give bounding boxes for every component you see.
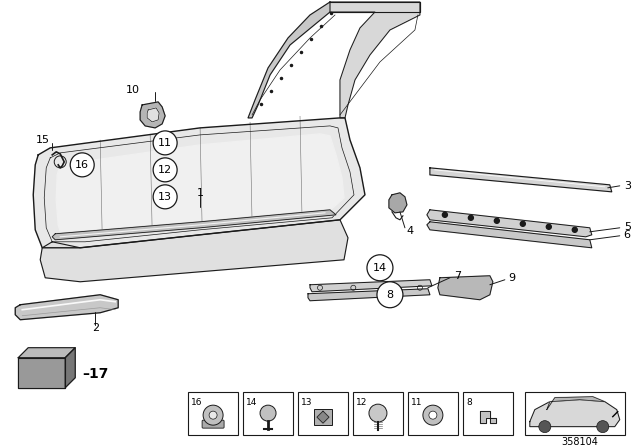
Polygon shape [389,193,407,213]
Polygon shape [430,168,612,192]
FancyBboxPatch shape [463,392,513,435]
Polygon shape [308,289,430,301]
Polygon shape [15,295,118,320]
FancyBboxPatch shape [353,392,403,435]
FancyBboxPatch shape [408,392,458,435]
Circle shape [423,405,443,425]
Text: 12: 12 [158,165,172,175]
Polygon shape [56,134,344,238]
Circle shape [203,405,223,425]
Text: 6: 6 [624,230,631,240]
Text: 11: 11 [411,398,422,407]
Polygon shape [530,400,620,426]
Circle shape [442,212,447,217]
FancyBboxPatch shape [525,392,625,435]
Polygon shape [310,280,432,292]
FancyBboxPatch shape [202,420,224,428]
Text: –17: –17 [82,366,109,381]
Polygon shape [427,210,592,237]
FancyBboxPatch shape [243,392,293,435]
Polygon shape [40,220,348,282]
Text: 14: 14 [246,398,257,407]
Circle shape [547,224,551,229]
Circle shape [468,215,474,220]
Polygon shape [147,108,159,122]
Polygon shape [52,210,336,240]
Circle shape [377,282,403,308]
Polygon shape [438,276,493,300]
Circle shape [260,405,276,421]
Circle shape [153,158,177,182]
Text: 8: 8 [466,398,472,407]
Text: 3: 3 [624,181,631,191]
Text: 15: 15 [36,135,50,145]
Text: 11: 11 [158,138,172,148]
Polygon shape [330,2,420,12]
Polygon shape [33,118,365,248]
Circle shape [367,255,393,281]
Polygon shape [330,2,420,118]
Circle shape [70,153,94,177]
Circle shape [209,411,217,419]
Text: 7: 7 [454,271,461,281]
Text: 4: 4 [407,226,414,236]
Polygon shape [480,411,496,423]
Polygon shape [427,222,592,248]
Text: 12: 12 [356,398,367,407]
Text: 16: 16 [76,160,89,170]
Polygon shape [547,396,605,409]
Polygon shape [317,411,329,423]
Text: 16: 16 [191,398,203,407]
Polygon shape [19,358,65,388]
FancyBboxPatch shape [314,409,332,425]
Circle shape [369,404,387,422]
Text: 14: 14 [373,263,387,273]
Polygon shape [19,348,76,358]
Polygon shape [140,102,165,128]
Circle shape [429,411,437,419]
FancyBboxPatch shape [298,392,348,435]
Text: 9: 9 [508,273,515,283]
Text: 5: 5 [624,222,631,232]
Text: 8: 8 [387,290,394,300]
Text: 10: 10 [126,85,140,95]
Polygon shape [65,348,76,388]
Polygon shape [248,2,330,118]
Circle shape [494,218,499,223]
Circle shape [153,131,177,155]
Circle shape [520,221,525,226]
Circle shape [539,421,551,433]
Text: 358104: 358104 [561,437,598,447]
Circle shape [153,185,177,209]
Circle shape [596,421,609,433]
Text: 1: 1 [196,188,204,198]
Text: 13: 13 [158,192,172,202]
Text: 13: 13 [301,398,312,407]
Text: 2: 2 [92,323,99,333]
Circle shape [572,227,577,233]
FancyBboxPatch shape [188,392,238,435]
